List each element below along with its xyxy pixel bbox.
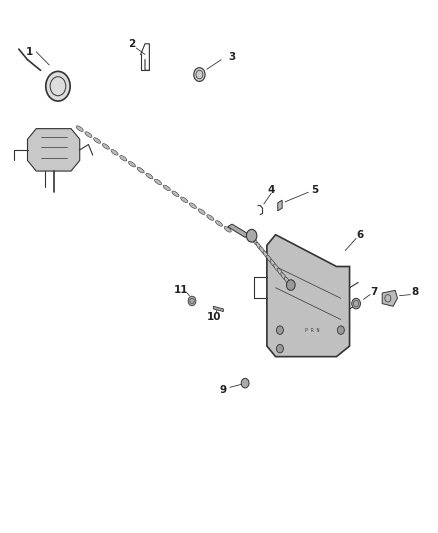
Ellipse shape — [252, 238, 258, 245]
Polygon shape — [278, 200, 282, 211]
Ellipse shape — [207, 215, 214, 220]
Circle shape — [276, 344, 283, 353]
Ellipse shape — [263, 251, 269, 259]
Circle shape — [46, 71, 70, 101]
Ellipse shape — [249, 233, 254, 241]
Ellipse shape — [155, 179, 162, 185]
Ellipse shape — [284, 277, 290, 285]
Ellipse shape — [137, 167, 144, 173]
Polygon shape — [28, 128, 80, 171]
Ellipse shape — [267, 255, 272, 263]
Text: 3: 3 — [229, 52, 236, 62]
Text: 7: 7 — [370, 287, 377, 297]
Text: 9: 9 — [220, 384, 227, 394]
Polygon shape — [267, 235, 350, 357]
Circle shape — [188, 296, 196, 306]
Circle shape — [337, 326, 344, 334]
Polygon shape — [382, 290, 397, 306]
Ellipse shape — [270, 260, 276, 267]
Ellipse shape — [274, 264, 279, 271]
Circle shape — [247, 229, 257, 242]
Ellipse shape — [111, 150, 118, 155]
Polygon shape — [213, 306, 223, 312]
Text: P R N: P R N — [305, 328, 320, 333]
Ellipse shape — [256, 243, 261, 250]
Circle shape — [286, 280, 295, 290]
Ellipse shape — [189, 203, 196, 208]
Circle shape — [241, 378, 249, 388]
Ellipse shape — [198, 209, 205, 214]
Ellipse shape — [128, 161, 135, 167]
Ellipse shape — [94, 138, 101, 143]
Ellipse shape — [215, 221, 223, 226]
Ellipse shape — [281, 272, 286, 280]
Ellipse shape — [288, 281, 293, 289]
Text: 5: 5 — [311, 184, 318, 195]
Ellipse shape — [120, 156, 127, 161]
Text: 2: 2 — [128, 39, 136, 49]
Ellipse shape — [259, 247, 265, 254]
Ellipse shape — [163, 185, 170, 191]
Circle shape — [276, 326, 283, 334]
Text: 10: 10 — [207, 312, 221, 322]
Ellipse shape — [146, 173, 153, 179]
Text: 4: 4 — [268, 184, 275, 195]
Ellipse shape — [76, 126, 83, 132]
Text: 6: 6 — [357, 230, 364, 240]
Circle shape — [352, 298, 360, 309]
Ellipse shape — [85, 132, 92, 138]
Ellipse shape — [102, 144, 110, 149]
Text: 8: 8 — [411, 287, 418, 297]
Polygon shape — [228, 224, 250, 237]
Text: 1: 1 — [26, 47, 33, 56]
Ellipse shape — [277, 268, 283, 276]
Text: 11: 11 — [174, 285, 188, 295]
Circle shape — [194, 68, 205, 82]
Ellipse shape — [224, 227, 231, 232]
Ellipse shape — [180, 197, 188, 203]
Ellipse shape — [172, 191, 179, 197]
